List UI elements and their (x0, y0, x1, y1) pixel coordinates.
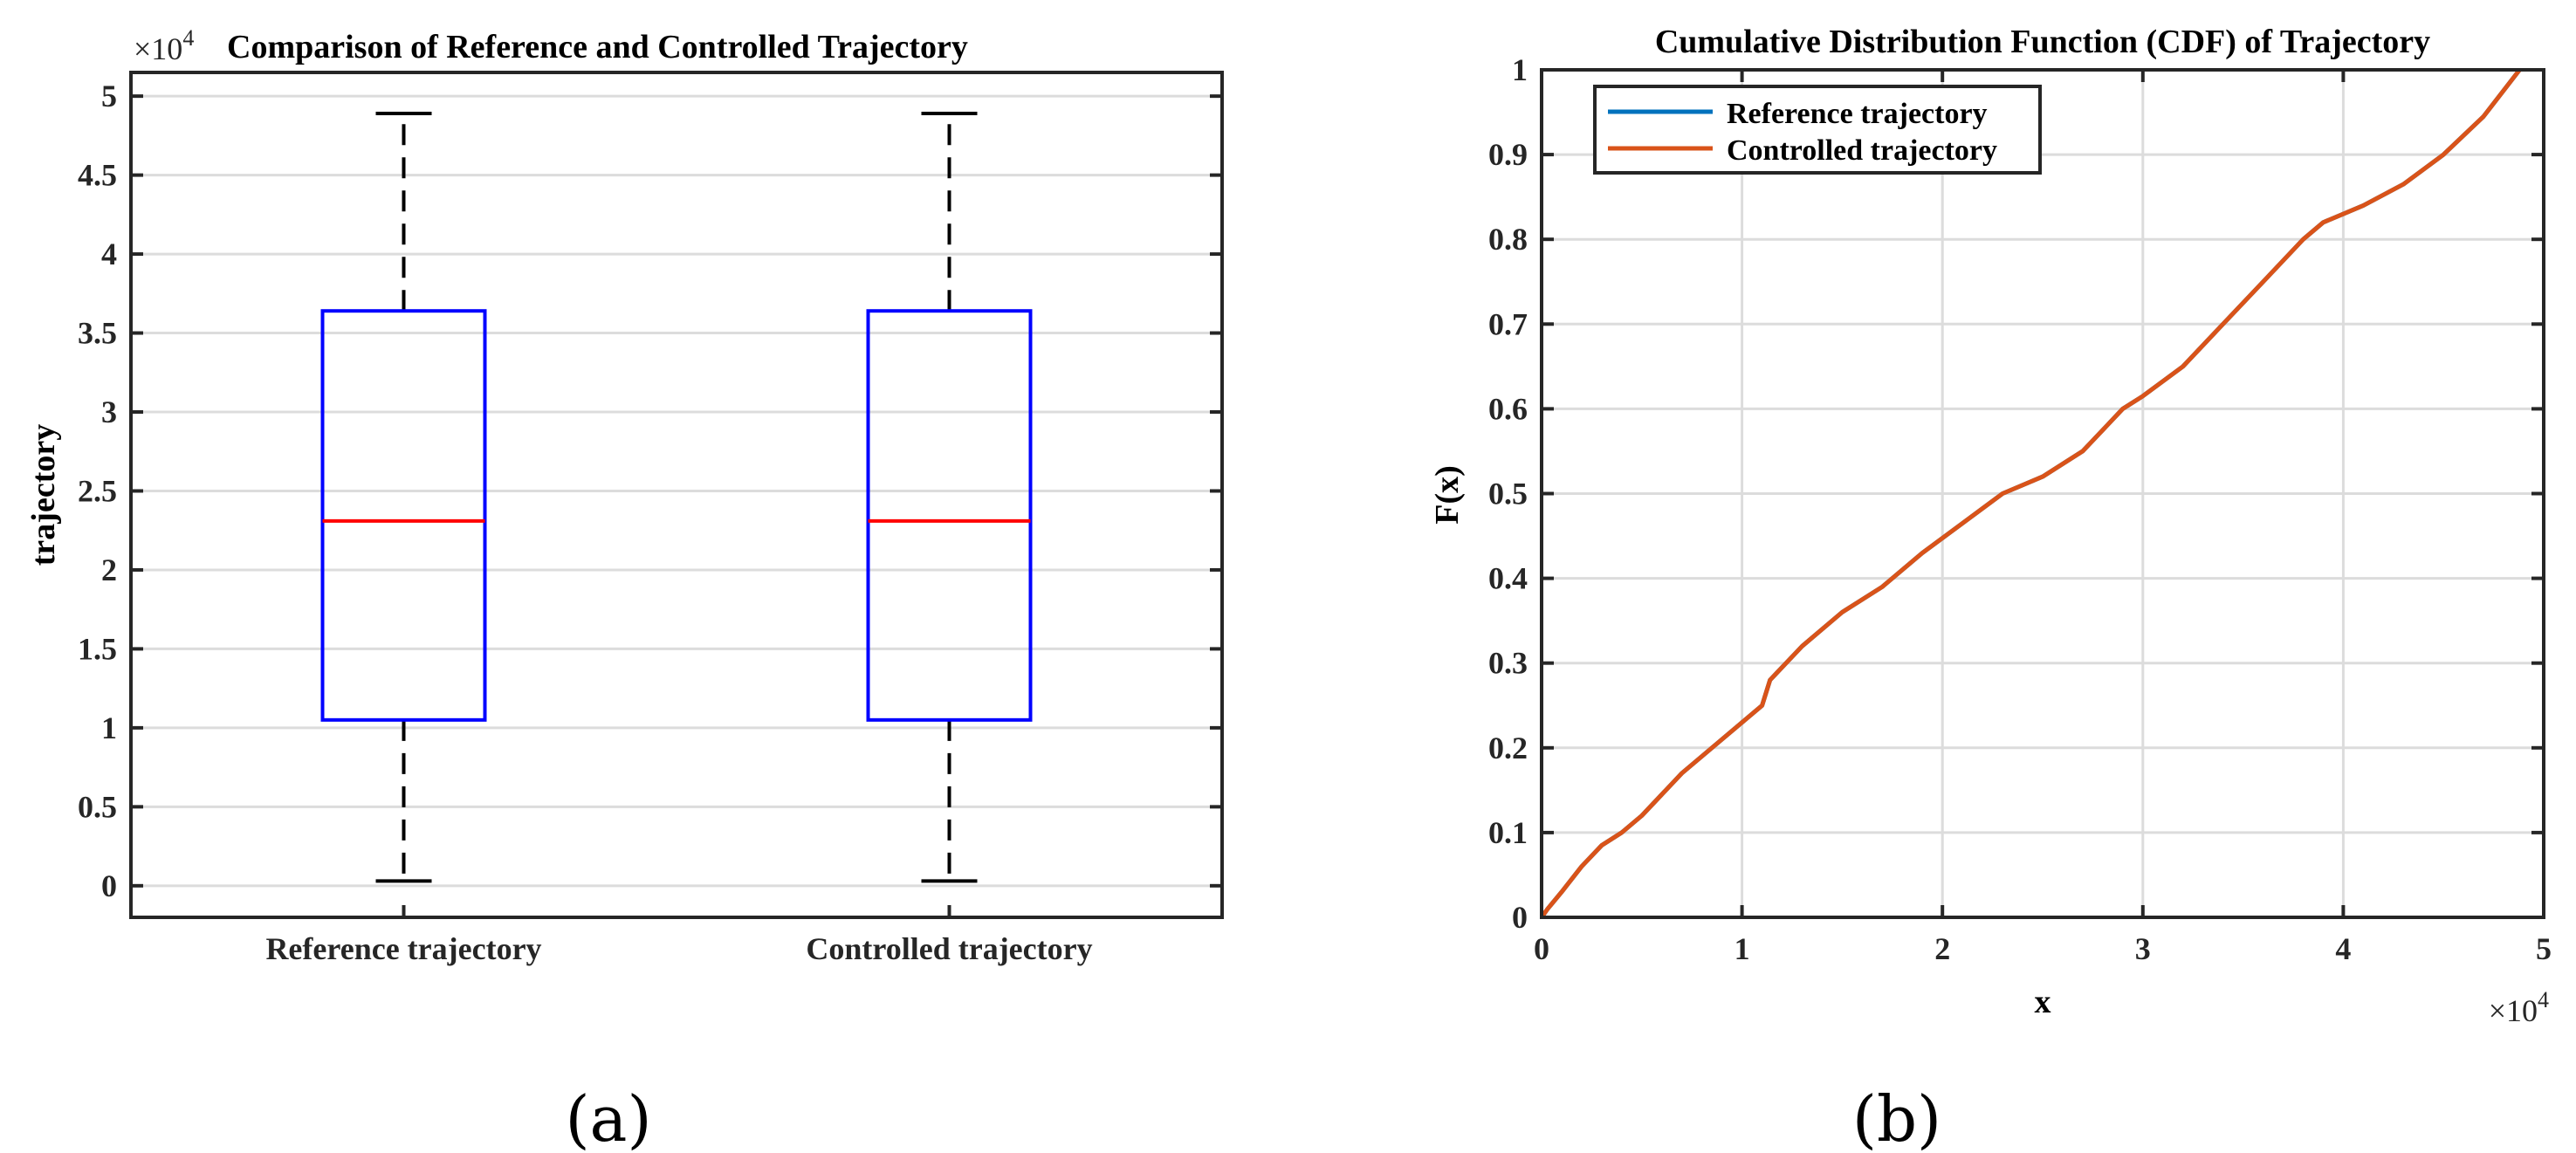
y-tick-label: 3 (101, 395, 117, 429)
y-tick-label: 0.7 (1488, 306, 1528, 341)
tick-marks (1540, 68, 2545, 919)
y-gridlines (131, 94, 1222, 888)
x-tick-label: 4 (2335, 931, 2351, 966)
y-tick-label: 0.8 (1488, 222, 1528, 257)
controlled-trajectory-line (1539, 68, 2522, 919)
y-tick-labels: 0 0.1 0.2 0.3 0.4 0.5 0.6 0.7 0.8 0.9 1 (1488, 52, 1528, 935)
y-tick-label: 4.5 (78, 158, 117, 193)
x-axis-label: x (2035, 984, 2051, 1020)
y-tick-label: 0.9 (1488, 137, 1528, 172)
chart-title: Cumulative Distribution Function (CDF) o… (1655, 24, 2430, 60)
y-tick-label: 0.3 (1488, 646, 1528, 681)
y-tick-label: 0.5 (1488, 477, 1528, 511)
legend-box (1593, 85, 2042, 175)
y-tick-label: 0.1 (1488, 815, 1528, 850)
y-tick-label: 0.4 (1488, 561, 1528, 596)
x-category-label: Reference trajectory (265, 931, 541, 966)
x-tick-labels: 0 1 2 3 4 5 (1534, 931, 2552, 966)
box-reference (320, 112, 487, 883)
panel-caption: (a) (565, 1082, 651, 1153)
y-tick-label: 1 (101, 710, 117, 745)
y-tick-label: 2 (101, 552, 117, 587)
y-tick-marks (131, 94, 1222, 917)
chart-title: Comparison of Reference and Controlled T… (227, 29, 968, 65)
exponent-label: ×104 (2489, 987, 2549, 1028)
y-tick-label: 1.5 (78, 631, 117, 666)
y-tick-label: 0.5 (78, 789, 117, 824)
x-tick-label: 1 (1735, 931, 1750, 966)
x-category-label: Controlled trajectory (806, 931, 1092, 966)
x-tick-label: 2 (1934, 931, 1950, 966)
y-tick-label: 3.5 (78, 316, 117, 351)
cdf-panel: 0 0.1 0.2 0.3 0.4 0.5 0.6 0.7 0.8 0.9 1 0 1 2 3 4 5 Cum… (1429, 24, 2552, 1153)
y-tick-label: 0 (101, 868, 117, 903)
panel-caption: (b) (1852, 1082, 1941, 1153)
y-tick-label: 0.6 (1488, 391, 1528, 426)
y-tick-labels: 0 0.5 1 1.5 2 2.5 3 3.5 4 4.5 5 (78, 79, 117, 903)
y-tick-label: 5 (101, 79, 117, 113)
x-category-labels: Reference trajectory Controlled trajector… (265, 931, 1092, 966)
x-tick-label: 5 (2536, 931, 2552, 966)
legend-label-reference: Reference trajectory (1727, 98, 1988, 130)
gridlines (1540, 68, 2545, 919)
y-axis-label: F(x) (1429, 465, 1466, 525)
exponent-label: ×104 (134, 25, 194, 66)
box-plot-panel: 0 0.5 1 1.5 2 2.5 3 3.5 4 4.5 5 Reference trajecto… (25, 25, 1224, 1153)
box-controlled (866, 112, 1033, 883)
y-tick-label: 0 (1512, 900, 1528, 935)
box-plot-boxes (320, 112, 1033, 883)
plot-frame (129, 71, 1224, 919)
y-tick-label: 4 (101, 237, 117, 271)
iqr-box (866, 309, 1033, 722)
x-tick-label: 3 (2135, 931, 2151, 966)
legend-label-controlled: Controlled trajectory (1727, 134, 1997, 167)
y-tick-label: 0.2 (1488, 731, 1528, 765)
iqr-box (320, 309, 487, 722)
cdf-series-lines (1539, 68, 2522, 919)
legend: Reference trajectory Controlled trajecto… (1593, 85, 2042, 175)
y-axis-label: trajectory (25, 424, 62, 566)
y-tick-label: 2.5 (78, 473, 117, 508)
x-tick-label: 0 (1534, 931, 1549, 966)
y-tick-label: 1 (1512, 52, 1528, 87)
